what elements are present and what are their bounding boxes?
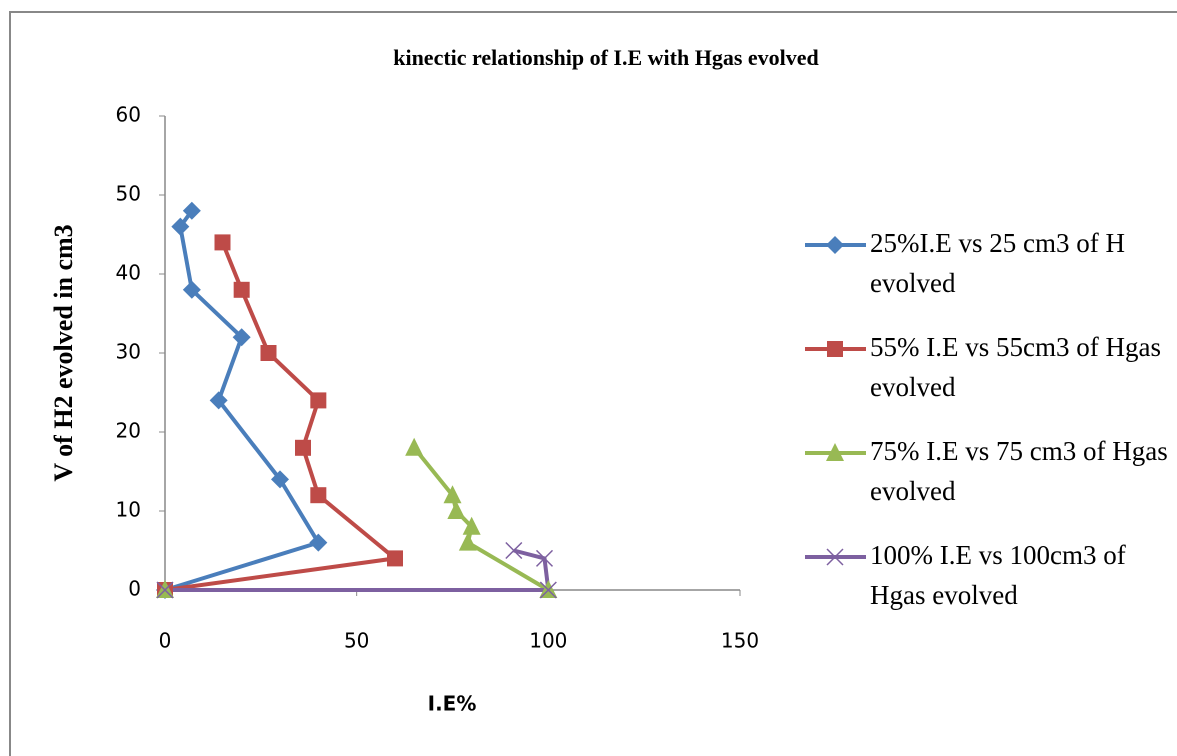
point-marker xyxy=(310,487,327,504)
point-marker xyxy=(535,549,554,567)
point-marker xyxy=(260,345,277,361)
point-marker xyxy=(232,328,251,347)
point-marker xyxy=(156,581,174,599)
legend-marker xyxy=(826,236,844,254)
point-marker xyxy=(271,470,289,489)
x-tick-label: 0 xyxy=(159,629,172,653)
legend-marker xyxy=(826,443,844,461)
x-tick-label: 150 xyxy=(721,629,759,653)
series-line xyxy=(164,241,397,592)
chart-title: kinectic relationship of I.E with Hgas e… xyxy=(393,45,819,70)
series-line xyxy=(165,548,551,592)
chart-frame xyxy=(9,11,1177,756)
point-marker xyxy=(387,550,403,567)
point-marker xyxy=(458,532,477,551)
point-marker xyxy=(505,541,523,560)
point-marker xyxy=(447,501,466,519)
point-marker xyxy=(295,439,311,456)
point-marker xyxy=(171,217,190,236)
point-marker xyxy=(209,391,228,410)
point-marker xyxy=(182,280,201,299)
point-marker xyxy=(462,516,481,535)
point-marker xyxy=(214,234,231,251)
legend-marker xyxy=(826,548,844,566)
legend-label: 55% I.E vs 55cm3 of Hgas evolved xyxy=(870,332,1161,402)
y-tick-label: 20 xyxy=(116,419,141,443)
point-marker xyxy=(309,533,328,552)
point-marker xyxy=(233,281,250,298)
x-axis-label: I.E% xyxy=(428,692,477,716)
legend-label: 100% I.E vs 100cm3 of Hgas evolved xyxy=(870,540,1126,610)
series-line xyxy=(164,209,321,592)
y-tick-label: 0 xyxy=(128,577,141,601)
legend-marker xyxy=(827,341,843,357)
y-axis-label: V of H2 evolved in cm3 xyxy=(49,224,78,481)
y-tick-label: 60 xyxy=(116,103,141,127)
y-tick-label: 50 xyxy=(116,182,141,206)
y-tick-label: 40 xyxy=(116,261,141,285)
point-marker xyxy=(539,581,557,599)
y-tick-label: 30 xyxy=(116,340,141,364)
point-marker xyxy=(443,485,462,504)
x-tick-label: 50 xyxy=(344,629,369,653)
x-tick-label: 100 xyxy=(529,629,567,653)
point-marker xyxy=(405,437,424,456)
point-marker xyxy=(182,201,201,220)
legend-label: 25%I.E vs 25 cm3 of H evolved xyxy=(870,228,1125,298)
y-tick-label: 10 xyxy=(116,498,141,522)
point-marker xyxy=(310,392,327,409)
legend-label: 75% I.E vs 75 cm3 of Hgas evolved xyxy=(870,436,1168,506)
